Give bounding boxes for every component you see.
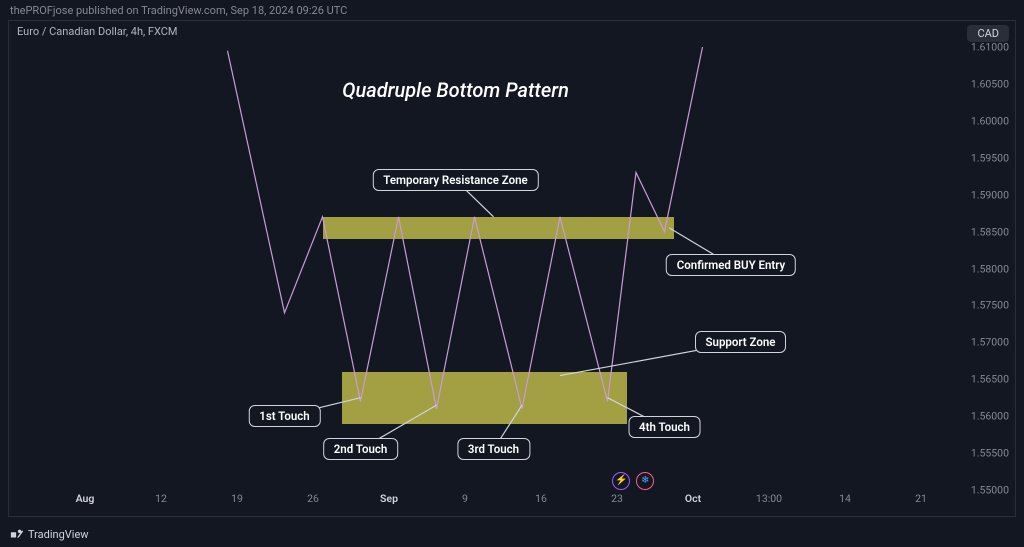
- publish-header: thePROFjose published on TradingView.com…: [0, 0, 1024, 21]
- gear-icon[interactable]: ❄: [636, 472, 654, 490]
- x-tick: 12: [155, 492, 167, 505]
- publish-text: thePROFjose published on TradingView.com…: [10, 4, 347, 17]
- y-tick: 1.59000: [971, 188, 1009, 201]
- y-axis: 1.550001.555001.560001.565001.570001.575…: [959, 47, 1015, 490]
- lightning-icon[interactable]: ⚡: [612, 472, 630, 490]
- y-tick: 1.56500: [971, 373, 1009, 386]
- touch2-label: 2nd Touch: [323, 438, 399, 460]
- x-tick: 13:00: [756, 492, 782, 505]
- x-tick: 21: [915, 492, 927, 505]
- y-tick: 1.60000: [971, 114, 1009, 127]
- support-zone: [342, 372, 627, 424]
- footer-brand[interactable]: TradingView: [10, 527, 89, 541]
- resistance-label: Temporary Resistance Zone: [372, 169, 538, 191]
- x-tick: 16: [535, 492, 547, 505]
- x-tick: 14: [839, 492, 851, 505]
- indicator-icons: ⚡❄: [612, 472, 654, 490]
- tradingview-logo-icon: [10, 527, 24, 541]
- y-tick: 1.56000: [971, 410, 1009, 423]
- y-tick: 1.55500: [971, 447, 1009, 460]
- y-tick: 1.60500: [971, 77, 1009, 90]
- y-tick: 1.57000: [971, 336, 1009, 349]
- y-tick: 1.61000: [971, 41, 1009, 54]
- touch1-label: 1st Touch: [248, 405, 320, 427]
- y-tick: 1.55000: [971, 484, 1009, 497]
- buy-entry-label: Confirmed BUY Entry: [666, 254, 796, 276]
- x-tick: 19: [231, 492, 243, 505]
- y-tick: 1.58000: [971, 262, 1009, 275]
- x-tick: Oct: [685, 492, 701, 505]
- symbol-label: Euro / Canadian Dollar, 4h, FXCM: [17, 25, 178, 38]
- plot-area[interactable]: Quadruple Bottom Pattern Temporary Resist…: [9, 47, 959, 490]
- footer-brand-text: TradingView: [28, 528, 89, 541]
- y-tick: 1.58500: [971, 225, 1009, 238]
- currency-badge[interactable]: CAD: [967, 25, 1009, 42]
- x-tick: Aug: [76, 492, 95, 505]
- x-tick: Sep: [380, 492, 398, 505]
- chart-title: Quadruple Bottom Pattern: [342, 78, 569, 102]
- x-tick: 26: [307, 492, 319, 505]
- y-tick: 1.59500: [971, 151, 1009, 164]
- chart-container: Euro / Canadian Dollar, 4h, FXCM CAD Qua…: [8, 20, 1016, 517]
- chart-svg-overlay: [9, 47, 959, 490]
- resistance-zone: [323, 217, 675, 239]
- x-tick: 9: [462, 492, 468, 505]
- x-axis: Aug 12 19 26 Sep 9 16 23 Oct 13:00 14 21: [9, 492, 959, 512]
- support-label: Support Zone: [695, 331, 787, 353]
- touch3-label: 3rd Touch: [457, 438, 530, 460]
- y-tick: 1.57500: [971, 299, 1009, 312]
- x-tick: 23: [611, 492, 623, 505]
- touch4-label: 4th Touch: [628, 416, 701, 438]
